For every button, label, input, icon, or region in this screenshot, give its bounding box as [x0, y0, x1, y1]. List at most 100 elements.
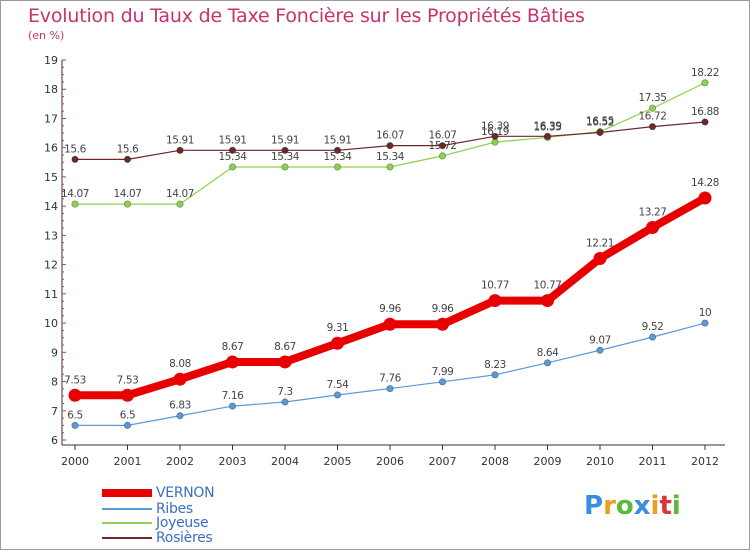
data-label-rosires: 15.91 — [218, 134, 246, 146]
data-point-vernon — [383, 317, 397, 331]
data-label-ribes: 9.52 — [642, 321, 664, 333]
data-point-joyeuse — [71, 200, 79, 208]
data-label-joyeuse: 15.34 — [218, 151, 247, 163]
data-point-ribes — [491, 371, 499, 379]
x-tick-label: 2002 — [166, 455, 194, 468]
logo-letter: t — [659, 491, 672, 521]
data-label-rosires: 16.07 — [428, 130, 456, 142]
data-label-ribes: 7.16 — [222, 390, 244, 402]
data-label-joyeuse: 15.34 — [376, 151, 405, 163]
legend-swatch-ribes — [102, 507, 152, 510]
data-label-ribes: 9.07 — [589, 334, 611, 346]
x-tick-label: 2009 — [534, 455, 562, 468]
data-label-joyeuse: 15.34 — [323, 151, 352, 163]
x-tick-label: 2008 — [481, 455, 509, 468]
data-point-rosires — [543, 132, 552, 140]
data-label-rosires: 15.91 — [271, 134, 299, 146]
data-point-rosires — [491, 132, 499, 140]
data-point-rosires — [123, 155, 132, 163]
data-label-rosires: 16.52 — [586, 116, 614, 128]
data-label-joyeuse: 14.07 — [113, 188, 141, 200]
series-layer — [68, 79, 712, 429]
data-label-vernon: 12.21 — [586, 237, 614, 249]
legend-swatch-joyeuse — [102, 521, 152, 524]
data-point-ribes — [543, 359, 552, 367]
data-labels: 6.5 6.5 6.83 7.16 7.3 7.54 7.76 7.99 8.23 8.64 9.0… — [61, 67, 719, 422]
y-tick-label: 12 — [44, 259, 58, 272]
data-label-vernon: 8.67 — [274, 341, 296, 353]
data-point-ribes — [281, 398, 289, 406]
legend-item-rosieres: Rosières — [102, 529, 213, 546]
data-label-ribes: 7.54 — [327, 379, 349, 391]
x-tick-label: 2010 — [586, 455, 614, 468]
data-label-rosires: 15.6 — [117, 143, 139, 155]
y-axis: 6 7 8 9 10 11 12 13 14 15 16 17 18 19 — [44, 54, 66, 447]
data-label-vernon: 8.67 — [222, 341, 244, 353]
data-label-ribes: 7.76 — [379, 373, 401, 385]
y-tick-label: 14 — [44, 200, 58, 213]
legend-swatch-vernon — [102, 488, 152, 497]
data-point-ribes — [71, 421, 79, 429]
data-point-rosires — [386, 142, 394, 150]
data-label-vernon: 9.96 — [379, 303, 401, 315]
x-tick-label: 2003 — [219, 455, 247, 468]
legend-item-joyeuse: Joyeuse — [102, 515, 209, 531]
data-point-ribes — [176, 412, 184, 420]
data-point-joyeuse — [491, 138, 499, 146]
data-label-joyeuse: 14.07 — [166, 188, 194, 200]
data-point-ribes — [701, 319, 709, 327]
y-tick-label: 18 — [44, 83, 58, 96]
data-point-rosires — [596, 128, 604, 137]
series-joyeuse — [71, 79, 709, 208]
data-point-joyeuse — [386, 163, 394, 171]
data-point-joyeuse — [701, 79, 709, 87]
data-label-rosires: 16.39 — [481, 120, 509, 132]
data-label-vernon: 8.08 — [169, 358, 191, 370]
data-label-joyeuse: 17.35 — [638, 92, 666, 104]
x-tick-label: 2004 — [271, 455, 299, 468]
data-point-joyeuse — [333, 163, 342, 171]
data-point-vernon — [488, 294, 502, 308]
series-ribes — [71, 319, 709, 429]
x-tick-label: 2007 — [429, 455, 457, 468]
x-tick-label: 2006 — [376, 455, 404, 468]
data-label-ribes: 7.3 — [277, 386, 293, 398]
data-label-ribes: 6.83 — [169, 400, 191, 412]
data-label-rosires: 16.88 — [691, 106, 719, 118]
x-tick-label: 2005 — [324, 455, 352, 468]
data-point-rosires — [438, 142, 447, 150]
data-label-joyeuse: 16.35 — [533, 121, 561, 133]
data-point-joyeuse — [176, 200, 184, 208]
data-label-joyeuse: 18.22 — [691, 67, 719, 79]
data-label-vernon: 14.28 — [691, 177, 719, 189]
data-point-vernon — [121, 388, 134, 402]
y-tick-label: 8 — [51, 376, 58, 389]
data-point-rosires — [176, 146, 184, 154]
data-label-ribes: 10 — [699, 307, 712, 319]
x-axis: 2000 2001 2002 2003 2004 2005 2006 2007 2008 2009… — [61, 444, 725, 468]
data-label-vernon: 10.77 — [533, 280, 561, 292]
legend-label-rosieres: Rosières — [156, 529, 213, 546]
data-point-vernon — [646, 220, 659, 234]
data-point-ribes — [228, 402, 237, 410]
data-point-vernon — [68, 388, 82, 402]
data-label-rosires: 15.91 — [323, 134, 351, 146]
data-label-rosires: 16.72 — [638, 111, 666, 123]
data-point-joyeuse — [648, 104, 657, 112]
data-label-joyeuse: 16.19 — [481, 126, 509, 138]
data-label-ribes: 8.64 — [537, 347, 559, 359]
logo-letter: o — [615, 491, 634, 521]
data-point-vernon — [436, 317, 449, 331]
data-point-ribes — [386, 384, 394, 393]
x-tick-label: 2000 — [61, 455, 89, 468]
y-tick-label: 17 — [44, 112, 58, 125]
data-label-rosires: 16.39 — [533, 120, 561, 132]
y-tick-label: 9 — [51, 346, 58, 359]
data-point-rosires — [648, 123, 657, 131]
data-label-vernon: 7.53 — [64, 374, 86, 386]
data-point-vernon — [278, 355, 292, 369]
data-point-vernon — [698, 191, 712, 205]
y-tick-label: 6 — [51, 434, 58, 447]
y-tick-label: 16 — [44, 142, 58, 155]
